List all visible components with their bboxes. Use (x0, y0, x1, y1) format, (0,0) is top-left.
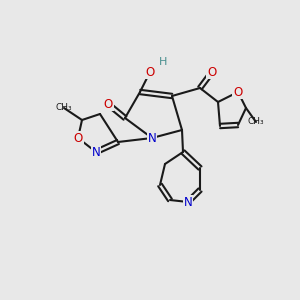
Text: O: O (74, 131, 82, 145)
Text: O: O (103, 98, 112, 110)
Text: N: N (148, 131, 156, 145)
Text: O: O (146, 65, 154, 79)
Text: H: H (159, 57, 167, 67)
Text: CH₃: CH₃ (56, 103, 72, 112)
Text: O: O (207, 65, 217, 79)
Text: N: N (92, 146, 100, 158)
Text: N: N (184, 196, 192, 208)
Text: CH₃: CH₃ (248, 118, 264, 127)
Text: O: O (233, 85, 243, 98)
